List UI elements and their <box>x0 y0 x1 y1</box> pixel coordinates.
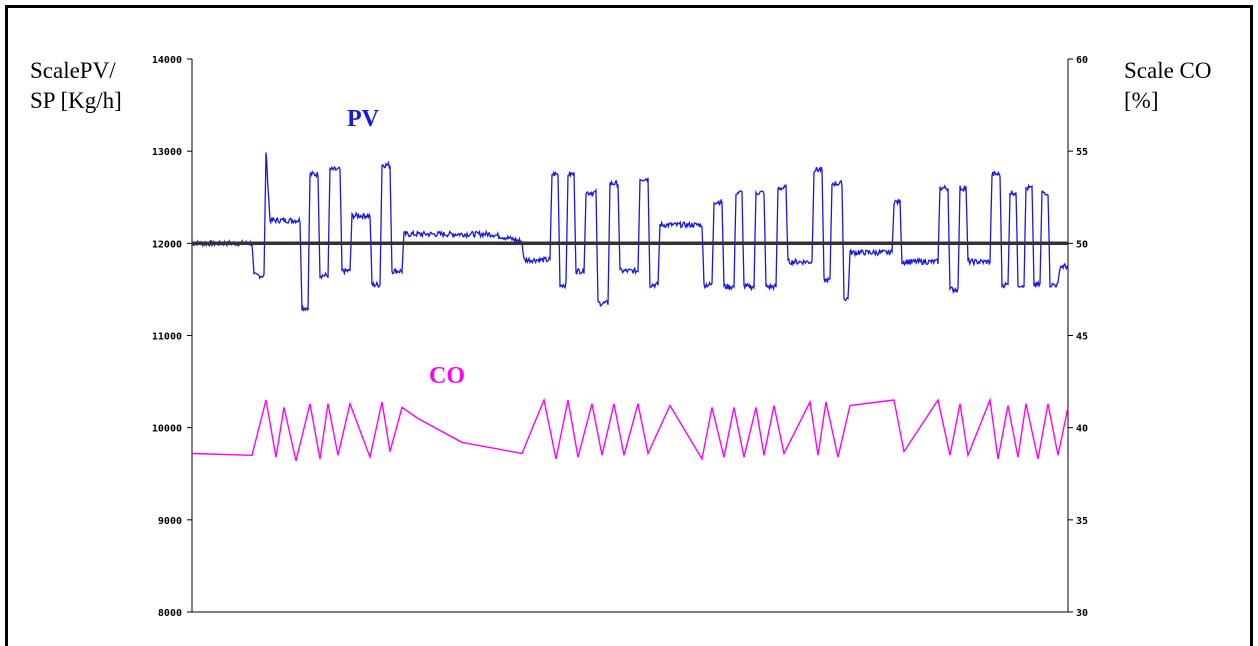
left-axis-label-line-1: ScalePV/ <box>30 58 116 83</box>
left-axis-label: ScalePV/ SP [Kg/h] <box>30 56 180 116</box>
left-tick-label: 11000 <box>152 332 182 343</box>
right-tick-label: 30 <box>1076 608 1088 619</box>
left-tick-label: 14000 <box>152 55 182 66</box>
right-tick-label: 50 <box>1076 239 1088 250</box>
left-tick-label: 9000 <box>158 516 182 527</box>
right-tick-label: 60 <box>1076 55 1088 66</box>
left-tick-label: 8000 <box>158 608 182 619</box>
pv-series-label: PV <box>347 106 380 132</box>
left-tick-label: 10000 <box>152 424 182 435</box>
co-series-line <box>191 397 1069 461</box>
left-axis-label-line-2: SP [Kg/h] <box>30 88 122 113</box>
right-axis-label-line-2: [%] <box>1124 88 1159 113</box>
right-tick-label: 45 <box>1076 332 1088 343</box>
right-axis-label: Scale CO [%] <box>1124 56 1254 116</box>
right-tick-label: 40 <box>1076 424 1088 435</box>
right-tick-label: 35 <box>1076 516 1088 527</box>
right-tick-label: 55 <box>1076 147 1088 158</box>
left-tick-label: 12000 <box>152 239 182 250</box>
left-tick-label: 13000 <box>152 147 182 158</box>
right-axis-label-line-1: Scale CO <box>1124 58 1212 83</box>
co-series-label: CO <box>429 363 465 389</box>
chart-border <box>5 5 1253 646</box>
pv-series-line <box>191 152 1069 312</box>
